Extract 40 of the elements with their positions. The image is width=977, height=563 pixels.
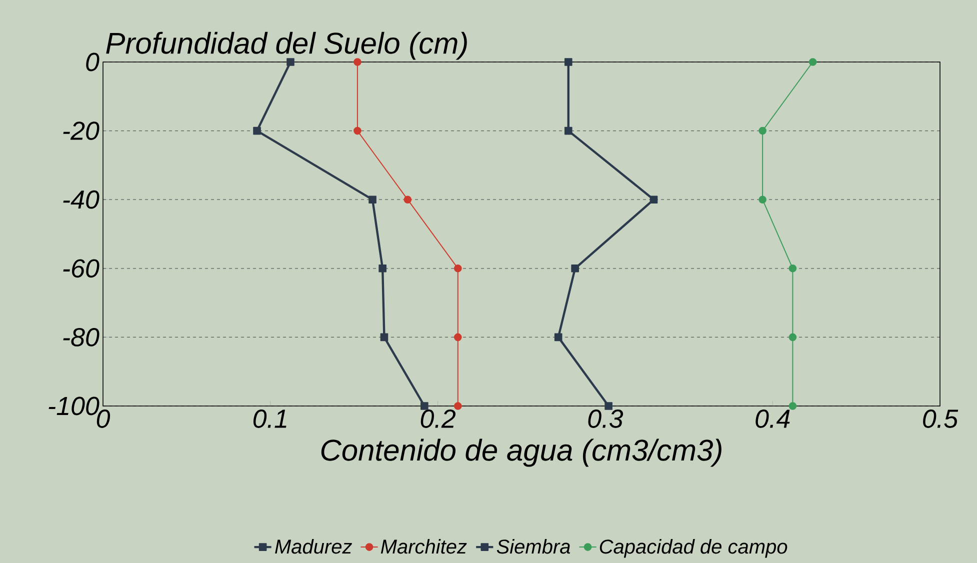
y-tick-label: -20	[63, 122, 100, 140]
legend-label: Siembra	[496, 539, 570, 554]
legend-label: Madurez	[275, 539, 352, 554]
point	[571, 264, 579, 272]
point	[554, 333, 562, 342]
x-tick-label: 0.2	[420, 410, 456, 428]
y-tick-label: -60	[63, 259, 100, 278]
point	[404, 196, 412, 204]
point	[454, 333, 462, 342]
point	[454, 402, 462, 410]
point	[564, 58, 572, 66]
point	[788, 402, 797, 410]
point	[380, 333, 388, 342]
point	[378, 264, 386, 272]
x-tick-label: 0.5	[923, 410, 958, 428]
point	[354, 58, 362, 66]
point	[454, 264, 462, 272]
x-axis-title: Contenido de agua (cm3/cm3)	[321, 438, 722, 467]
point	[650, 196, 658, 204]
point	[808, 58, 817, 66]
y-tick-label: 0	[86, 52, 100, 72]
point	[368, 196, 376, 204]
legend-label: Marchitez	[380, 539, 467, 554]
point	[420, 402, 428, 410]
point	[286, 58, 294, 66]
point	[758, 196, 766, 204]
x-tick-label: 0.1	[253, 410, 286, 428]
point	[354, 126, 362, 135]
point	[788, 333, 797, 342]
y-axis-title: Profundidad del Suelo (cm)	[106, 32, 467, 60]
legend-label: Capacidad de campo	[600, 539, 788, 558]
x-tick-label: 0.4	[756, 410, 790, 428]
point	[788, 264, 797, 272]
point	[604, 402, 612, 410]
point	[564, 126, 572, 135]
y-tick-label: -80	[63, 328, 100, 346]
point	[758, 126, 766, 135]
x-tick-label: 0.3	[588, 410, 624, 428]
point	[253, 126, 261, 135]
y-tick-label: -40	[63, 190, 100, 209]
